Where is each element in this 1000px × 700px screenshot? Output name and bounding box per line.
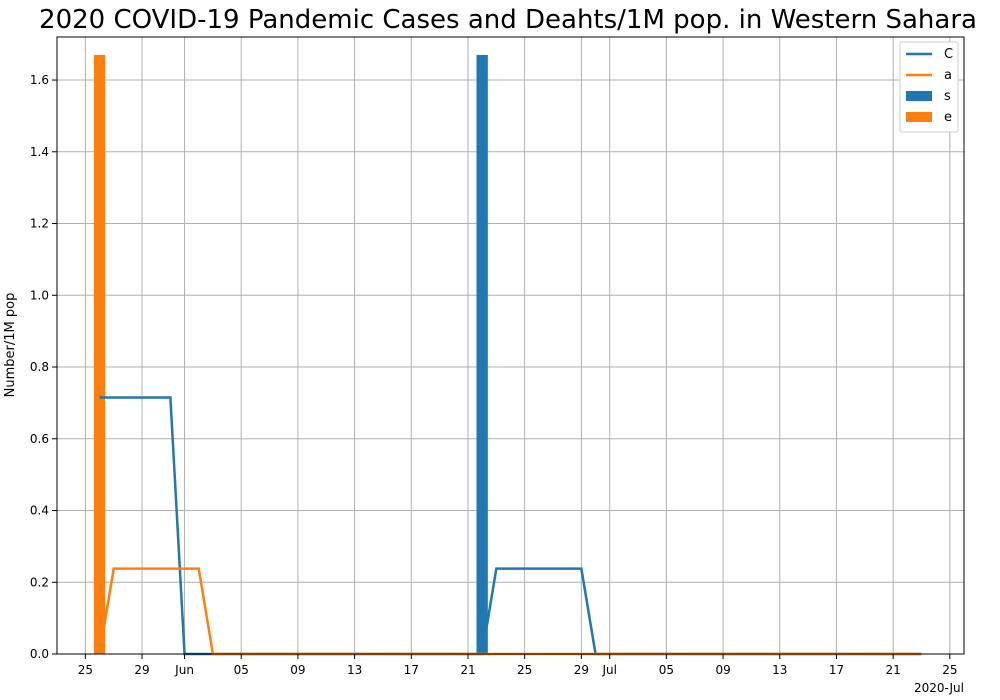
bar-s	[476, 54, 488, 655]
x-tick-label: 05	[234, 663, 249, 677]
y-tick-label: 0.2	[30, 575, 49, 589]
lines	[98, 396, 922, 656]
x-axis-offset-label: 2020-Jul	[914, 681, 964, 695]
legend-swatch-e	[906, 112, 932, 122]
y-tick-label: 1.0	[30, 288, 49, 302]
plot-frame	[56, 36, 965, 655]
x-tick-label: 25	[517, 663, 532, 677]
bars	[93, 54, 488, 655]
x-tick-label: Jun	[174, 663, 194, 677]
grid	[57, 37, 964, 655]
y-tick-label: 1.4	[30, 145, 49, 159]
legend-label-s: s	[944, 89, 951, 104]
x-tick-label: 05	[659, 663, 674, 677]
x-axis: 25 29 Jun 05 09 13 17 21 25 29 Jul 05 09 13 17 21 25	[78, 654, 957, 677]
legend: Case	[899, 41, 959, 133]
x-tick-label: 21	[460, 663, 475, 677]
legend-label-e: e	[944, 110, 952, 125]
x-tick-label: 29	[134, 663, 149, 677]
legend-box	[899, 41, 959, 133]
series-line-C	[99, 396, 922, 656]
y-tick-label: 0.4	[30, 504, 49, 518]
x-tick-label: 09	[290, 663, 305, 677]
x-tick-label: 21	[886, 663, 901, 677]
y-tick-label: 0.8	[30, 360, 49, 374]
series-line-a	[98, 567, 922, 656]
legend-label-C: C	[944, 47, 953, 62]
x-tick-label: 17	[829, 663, 844, 677]
x-tick-label: 29	[574, 663, 589, 677]
x-tick-label: 13	[347, 663, 362, 677]
x-tick-label: 09	[715, 663, 730, 677]
y-tick-label: 0.0	[30, 647, 49, 661]
chart-title: 2020 COVID-19 Pandemic Cases and Deahts/…	[39, 5, 977, 35]
legend-swatch-s	[906, 91, 932, 101]
y-axis-label: Number/1M pop	[3, 293, 18, 398]
x-tick-label: 25	[78, 663, 93, 677]
legend-label-a: a	[944, 68, 952, 83]
y-tick-label: 1.2	[30, 217, 49, 231]
x-tick-label: 25	[942, 663, 957, 677]
x-tick-label: 13	[772, 663, 787, 677]
y-tick-label: 0.6	[30, 432, 49, 446]
x-tick-label: 17	[404, 663, 419, 677]
bar-e	[93, 54, 106, 655]
y-axis: 0.0 0.2 0.4 0.6 0.8 1.0 1.2 1.4 1.6	[30, 73, 57, 661]
y-tick-label: 1.6	[30, 73, 49, 87]
x-tick-label: Jul	[601, 663, 616, 677]
